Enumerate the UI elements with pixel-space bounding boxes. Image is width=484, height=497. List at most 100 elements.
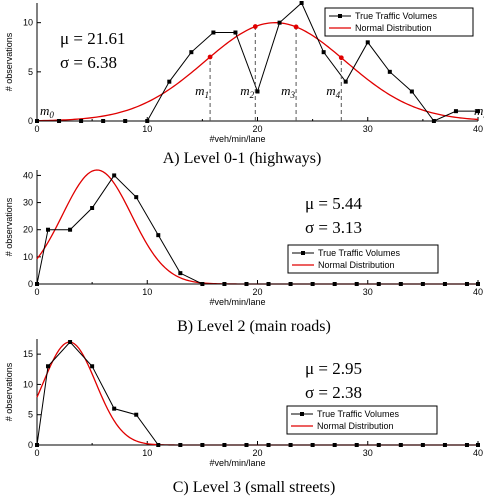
y-axis-label: # observations bbox=[4, 197, 14, 256]
split-label: m1 bbox=[195, 83, 209, 100]
traffic-volume-point bbox=[398, 282, 403, 286]
traffic-volume-point bbox=[288, 443, 293, 447]
split-label-letter: m bbox=[281, 83, 290, 98]
stat-sigma: σ = 3.13 bbox=[305, 218, 362, 237]
split-label-letter: m bbox=[326, 83, 335, 98]
x-tick-label: 20 bbox=[252, 287, 262, 297]
split-label-subscript: 3 bbox=[289, 90, 295, 100]
legend-label-normal: Normal Distribution bbox=[317, 421, 394, 431]
x-tick-label: 40 bbox=[473, 448, 483, 458]
x-tick-label: 10 bbox=[142, 448, 152, 458]
split-label: m3 bbox=[281, 83, 295, 100]
legend: True Traffic Volumes Normal Distribution bbox=[287, 244, 439, 274]
legend-box bbox=[286, 405, 438, 435]
split-label-letter: m bbox=[474, 103, 483, 118]
y-tick-label: 0 bbox=[28, 440, 33, 450]
legend: True Traffic Volumes Normal Distribution bbox=[324, 7, 474, 37]
traffic-volume-point bbox=[464, 282, 469, 286]
traffic-volume-point bbox=[277, 20, 282, 25]
traffic-volume-point bbox=[266, 443, 271, 447]
legend-label-traffic: True Traffic Volumes bbox=[355, 11, 438, 21]
traffic-volume-point bbox=[343, 79, 348, 84]
x-tick-label: 30 bbox=[363, 124, 373, 134]
traffic-volume-point bbox=[46, 364, 51, 369]
y-tick-label: 10 bbox=[23, 379, 33, 389]
y-tick-label: 0 bbox=[28, 279, 33, 289]
traffic-volume-point bbox=[244, 282, 249, 286]
legend-label-traffic: True Traffic Volumes bbox=[318, 248, 401, 258]
traffic-volume-point bbox=[476, 443, 480, 447]
traffic-volume-point bbox=[211, 30, 216, 35]
x-tick-label: 0 bbox=[34, 287, 39, 297]
traffic-volume-point bbox=[68, 340, 73, 345]
traffic-volume-point bbox=[354, 282, 359, 286]
split-label-subscript: 2 bbox=[250, 90, 255, 100]
caption-a: A) Level 0-1 (highways) bbox=[163, 150, 322, 167]
legend: True Traffic Volumes Normal Distribution bbox=[286, 405, 438, 435]
traffic-volume-point bbox=[420, 443, 425, 447]
traffic-volume-point bbox=[476, 282, 480, 286]
traffic-volume-point bbox=[431, 119, 436, 123]
x-tick-label: 40 bbox=[473, 124, 483, 134]
legend-box bbox=[287, 244, 439, 274]
panel-b: B) Level 2 (main roads) 0 10 20 30 40 0 10 20 30… bbox=[4, 169, 483, 335]
traffic-volume-point bbox=[79, 119, 84, 123]
traffic-volume-point bbox=[46, 227, 51, 232]
split-point-marker bbox=[252, 24, 258, 29]
legend-marker-traffic bbox=[338, 14, 342, 18]
traffic-volume-point bbox=[453, 109, 458, 114]
caption-b: B) Level 2 (main roads) bbox=[177, 318, 331, 335]
traffic-volume-point bbox=[266, 282, 271, 286]
traffic-volume-point bbox=[35, 119, 39, 123]
traffic-volume-point bbox=[123, 119, 128, 123]
split-label-subscript: 0 bbox=[49, 110, 54, 120]
split-label-letter: m bbox=[195, 83, 204, 98]
traffic-volume-point bbox=[167, 79, 172, 84]
traffic-volume-point bbox=[332, 282, 337, 286]
x-tick-label: 30 bbox=[363, 287, 373, 297]
traffic-volume-point bbox=[420, 282, 425, 286]
traffic-volume-point bbox=[321, 50, 326, 55]
traffic-volume-point bbox=[332, 443, 337, 447]
x-tick-label: 20 bbox=[252, 124, 262, 134]
y-axis-label: # observations bbox=[4, 362, 14, 421]
traffic-volume-point bbox=[365, 40, 370, 45]
stat-mu: μ = 21.61 bbox=[60, 29, 125, 48]
split-point-marker bbox=[338, 55, 344, 61]
traffic-volume-point bbox=[90, 364, 95, 369]
stat-mu: μ = 2.95 bbox=[305, 359, 362, 378]
split-label: m5 bbox=[474, 103, 484, 120]
y-tick-label: 40 bbox=[23, 170, 33, 180]
x-tick-label: 10 bbox=[142, 287, 152, 297]
traffic-volume-line bbox=[36, 341, 478, 446]
legend-label-normal: Normal Distribution bbox=[355, 23, 432, 33]
split-label-letter: m bbox=[240, 83, 249, 98]
x-tick-label: 0 bbox=[34, 448, 39, 458]
traffic-volume-point bbox=[145, 119, 150, 123]
y-tick-label: 15 bbox=[23, 349, 33, 359]
y-tick-label: 5 bbox=[28, 67, 33, 77]
x-tick-label: 20 bbox=[252, 448, 262, 458]
y-tick-label: 0 bbox=[28, 116, 33, 126]
split-label: m4 bbox=[326, 83, 340, 100]
traffic-volume-point bbox=[398, 443, 403, 447]
x-tick-label: 30 bbox=[363, 448, 373, 458]
traffic-volume-point bbox=[200, 282, 205, 286]
stat-sigma: σ = 6.38 bbox=[60, 53, 117, 72]
traffic-volume-point bbox=[90, 206, 95, 210]
traffic-volume-point bbox=[255, 89, 260, 94]
y-tick-label: 30 bbox=[23, 198, 33, 208]
traffic-volume-point bbox=[464, 443, 469, 447]
traffic-volume-point bbox=[134, 195, 139, 200]
x-axis-label: #veh/min/lane bbox=[209, 297, 265, 307]
legend-label-normal: Normal Distribution bbox=[318, 260, 395, 270]
traffic-volume-point bbox=[178, 271, 183, 276]
legend-box bbox=[324, 7, 474, 37]
y-axis-label: # observations bbox=[4, 32, 14, 91]
traffic-volume-point bbox=[387, 69, 392, 74]
y-tick-label: 20 bbox=[23, 225, 33, 235]
x-axis-label: #veh/min/lane bbox=[209, 134, 265, 144]
traffic-volume-point bbox=[222, 443, 227, 447]
panel-a: A) Level 0-1 (highways) 0 10 20 30 400510#ve… bbox=[4, 1, 484, 167]
